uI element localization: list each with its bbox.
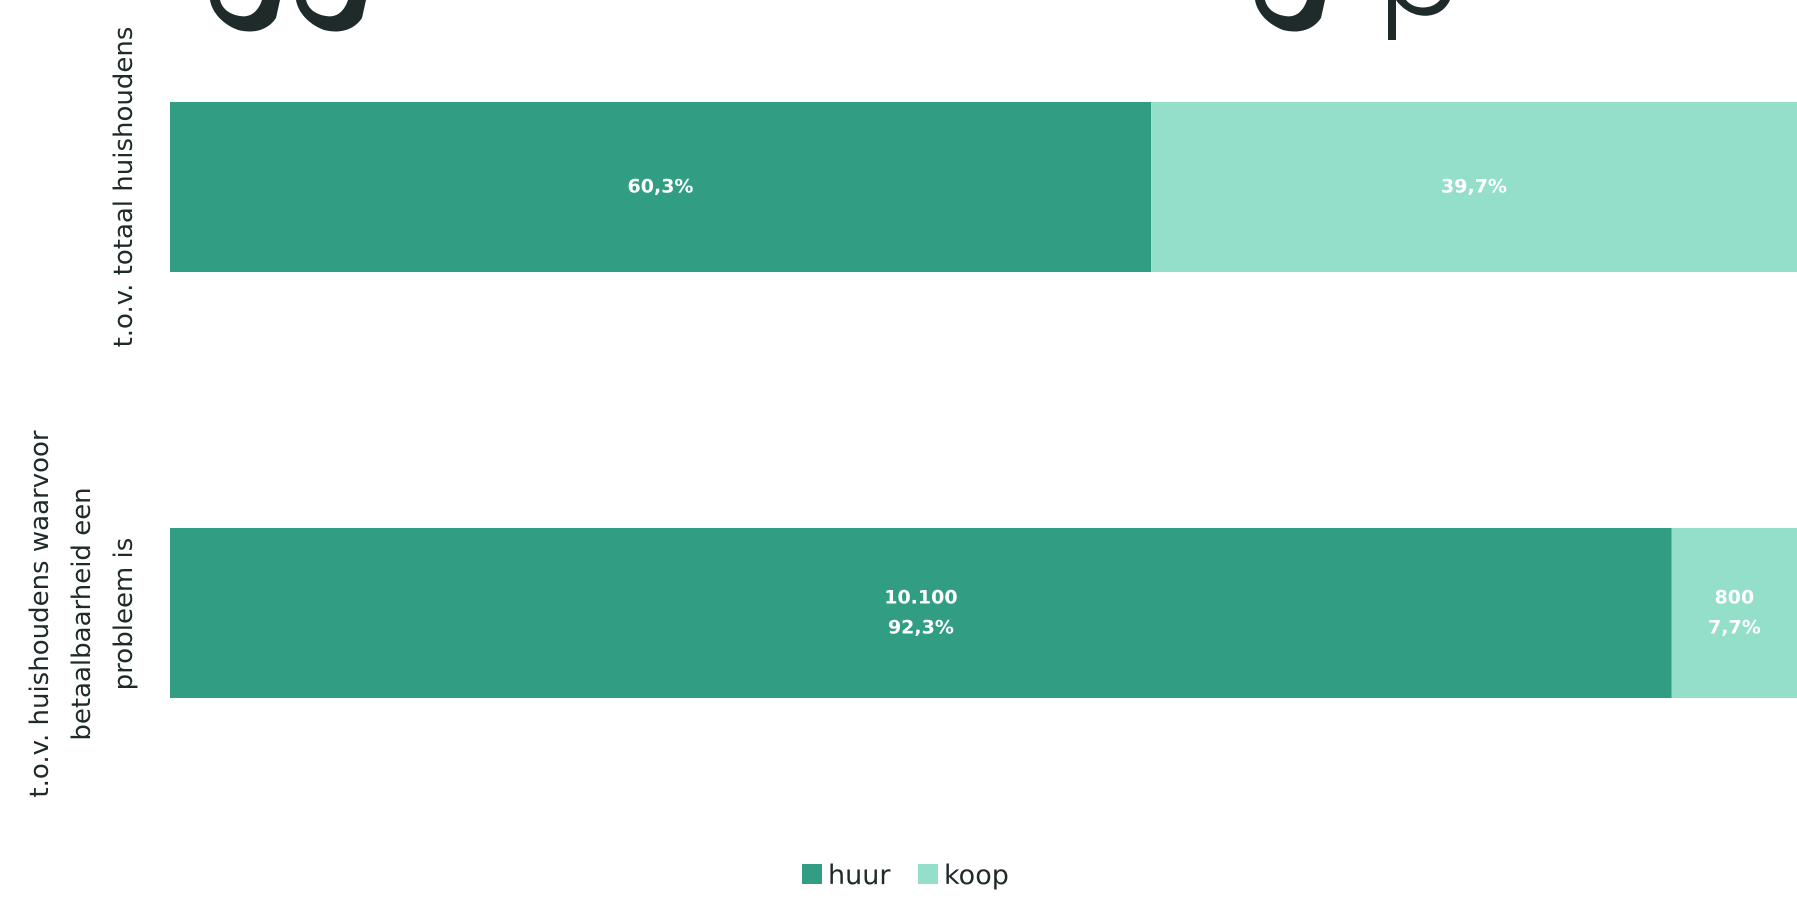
category-label: t.o.v. totaal huishoudens bbox=[109, 27, 139, 348]
data-labels: 60,3% 39,7% 10.100 92,3% 800 7,7% bbox=[628, 176, 1761, 639]
data-label: 7,7% bbox=[1708, 617, 1761, 639]
title-glyph-fragment bbox=[1255, 0, 1325, 32]
title-glyph-fragment bbox=[296, 0, 366, 32]
category-label: t.o.v. huishoudens waarvoor bbox=[25, 430, 55, 797]
data-label: 60,3% bbox=[628, 176, 694, 198]
bar-huur-1 bbox=[170, 102, 1152, 272]
bars bbox=[170, 102, 1797, 698]
category-label: probleem is bbox=[109, 538, 139, 691]
data-label: 39,7% bbox=[1441, 176, 1507, 198]
title-glyph-fragment bbox=[1396, 0, 1450, 16]
data-label: 92,3% bbox=[888, 617, 954, 639]
data-label: 800 bbox=[1715, 587, 1755, 609]
legend: huur koop bbox=[802, 860, 1009, 891]
legend-swatch-huur bbox=[802, 864, 822, 884]
bar-koop-2 bbox=[1671, 528, 1797, 698]
legend-label-huur: huur bbox=[828, 860, 891, 891]
legend-swatch-koop bbox=[918, 864, 938, 884]
bar-huur-2 bbox=[170, 528, 1672, 698]
title-glyph-fragment bbox=[1388, 0, 1396, 40]
title-glyph-fragment bbox=[210, 0, 280, 32]
chart-title-cut-off bbox=[210, 0, 1450, 40]
legend-label-koop: koop bbox=[944, 860, 1009, 891]
category-labels: t.o.v. totaal huishoudens t.o.v. huishoud… bbox=[25, 27, 139, 798]
bar-koop-1 bbox=[1151, 102, 1797, 272]
data-label: 10.100 bbox=[884, 587, 957, 609]
category-label: betaalbaarheid een bbox=[67, 487, 97, 740]
